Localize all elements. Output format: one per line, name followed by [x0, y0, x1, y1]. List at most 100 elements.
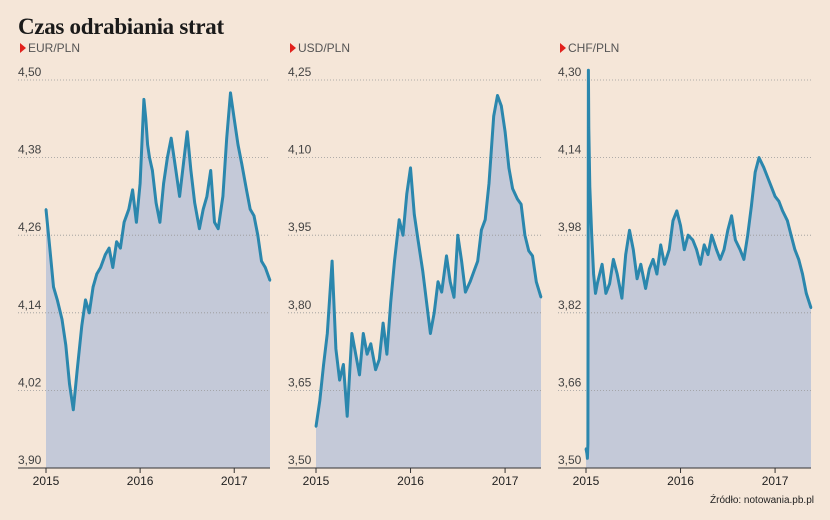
data-point: [535, 280, 538, 283]
x-tick-label: 2016: [397, 474, 424, 488]
data-point: [166, 156, 169, 159]
series-label: CHF/PLN: [568, 41, 619, 55]
data-point: [162, 182, 165, 185]
data-point: [362, 332, 365, 335]
data-point: [487, 182, 491, 185]
panel-1: EUR/PLN 4,50 4,38 4,26 4,14 4,02 3,90 2015 2016 2…: [18, 41, 272, 488]
data-point: [496, 94, 499, 97]
data-point: [225, 137, 228, 140]
data-point: [445, 254, 448, 258]
data-point: [221, 195, 225, 198]
data-point: [104, 253, 107, 256]
y-tick-label: 4,30: [558, 65, 582, 79]
y-tick-label: 4,14: [18, 298, 42, 312]
data-point: [592, 272, 595, 276]
data-point: [644, 287, 647, 290]
data-point: [154, 201, 158, 205]
data-point: [72, 408, 75, 411]
data-point: [405, 192, 408, 195]
data-point: [229, 91, 232, 95]
data-point: [44, 208, 48, 211]
data-point: [620, 297, 624, 300]
series-line: [44, 91, 272, 412]
data-point: [138, 182, 142, 185]
data-point: [260, 259, 263, 263]
y-tick-label: 4,10: [288, 143, 312, 157]
data-point: [503, 130, 507, 133]
data-point: [730, 214, 733, 217]
data-point: [746, 234, 749, 237]
data-point: [480, 228, 483, 232]
data-point: [205, 195, 209, 198]
data-point: [484, 218, 487, 221]
data-point: [236, 143, 240, 146]
data-point: [762, 166, 765, 169]
y-tick-label: 4,25: [288, 65, 312, 79]
data-point: [350, 332, 354, 335]
data-point: [334, 347, 338, 351]
data-point: [60, 318, 64, 321]
data-point: [80, 324, 84, 327]
data-point: [456, 234, 459, 237]
series-area: [586, 70, 811, 469]
data-point: [668, 248, 671, 251]
data-point: [600, 263, 604, 266]
data-point: [789, 234, 793, 237]
data-point: [604, 292, 608, 295]
data-point: [378, 358, 381, 361]
data-point: [436, 280, 440, 283]
data-point: [539, 296, 543, 299]
data-point: [588, 185, 591, 188]
data-point: [590, 234, 593, 237]
data-point: [734, 238, 737, 242]
data-point: [84, 298, 87, 302]
data-point: [144, 117, 147, 121]
data-point: [527, 249, 530, 252]
data-point: [703, 243, 706, 247]
data-point: [127, 208, 130, 211]
data-point: [318, 399, 321, 402]
data-point: [189, 169, 193, 172]
data-point: [587, 69, 590, 72]
data-point: [425, 301, 428, 304]
data-point: [182, 162, 185, 166]
data-point: [585, 452, 589, 455]
y-tick-label: 4,14: [558, 143, 582, 157]
data-point: [433, 311, 436, 314]
data-point: [107, 246, 111, 250]
data-point: [151, 169, 154, 172]
data-point: [511, 187, 514, 190]
data-point: [766, 175, 769, 179]
data-point: [202, 208, 205, 211]
data-point: [651, 258, 655, 261]
data-point: [131, 188, 134, 192]
data-point: [516, 197, 519, 201]
data-point: [421, 270, 424, 273]
x-tick-label: 2017: [762, 474, 789, 488]
x-tick-label: 2015: [573, 474, 600, 488]
panel-2: USD/PLN 4,25 4,10 3,95 3,80 3,65 3,50 2015 2016 2…: [288, 41, 543, 488]
data-point: [346, 415, 349, 418]
data-point: [655, 272, 659, 276]
data-point: [722, 248, 726, 251]
data-point: [596, 282, 599, 285]
data-point: [773, 195, 777, 198]
x-tick-label: 2015: [303, 474, 330, 488]
data-point: [174, 169, 178, 172]
data-point: [695, 248, 698, 251]
x-tick-label: 2017: [221, 474, 248, 488]
data-point: [99, 266, 102, 269]
y-tick-label: 3,82: [558, 298, 582, 312]
data-point: [68, 382, 71, 386]
y-tick-label: 3,50: [558, 453, 582, 467]
data-point: [468, 280, 472, 283]
data-point: [691, 238, 694, 242]
data-point: [170, 137, 173, 140]
data-point: [726, 229, 729, 232]
data-point: [440, 290, 443, 294]
data-point: [476, 259, 479, 263]
data-point: [56, 298, 59, 302]
data-point: [122, 221, 126, 224]
data-point: [416, 239, 420, 242]
data-point: [413, 213, 416, 216]
